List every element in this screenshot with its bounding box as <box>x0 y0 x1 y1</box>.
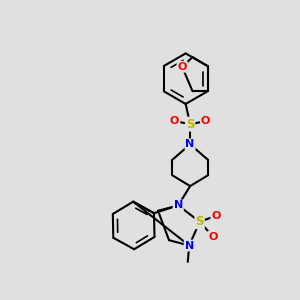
Text: S: S <box>186 118 194 130</box>
Text: N: N <box>184 241 194 250</box>
Text: S: S <box>195 215 204 228</box>
Text: O: O <box>211 211 221 221</box>
Text: O: O <box>170 116 179 126</box>
Text: O: O <box>178 62 187 72</box>
Text: O: O <box>201 116 210 126</box>
Text: N: N <box>185 140 195 149</box>
Text: O: O <box>208 232 218 242</box>
Text: N: N <box>174 200 183 210</box>
